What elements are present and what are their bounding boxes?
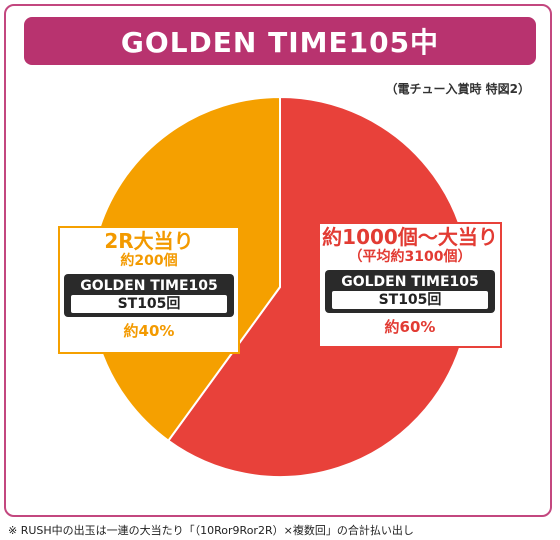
mode-name-2r: GOLDEN TIME105 (80, 278, 218, 294)
slice-percent-big: 約60% (384, 318, 436, 336)
st-count-2r: ST105回 (71, 295, 227, 313)
label-box-2r: 2R大当り 約200個 GOLDEN TIME105 ST105回 約40% (58, 226, 240, 354)
slice-sublabel-big: （平均約3100個） (348, 249, 472, 265)
chart-title: GOLDEN TIME105中 (120, 26, 440, 59)
condition-note: （電チュー入賞時 特図2） (385, 82, 530, 96)
footnote: ※ RUSH中の出玉は一連の大当たり「（10Ror9Ror2R）×複数回」の合計… (8, 524, 414, 537)
mode-badge-big: GOLDEN TIME105 ST105回 (325, 270, 495, 313)
mode-badge-2r: GOLDEN TIME105 ST105回 (64, 274, 234, 317)
slice-label-2r: 2R大当り (104, 229, 194, 253)
slice-label-big: 約1000個〜大当り (322, 225, 498, 249)
label-box-big: 約1000個〜大当り （平均約3100個） GOLDEN TIME105 ST1… (318, 222, 502, 348)
mode-name-big: GOLDEN TIME105 (341, 274, 479, 290)
slice-percent-2r: 約40% (123, 322, 175, 340)
title-bar: GOLDEN TIME105中 (24, 17, 536, 65)
st-count-big: ST105回 (332, 291, 488, 309)
slice-sublabel-2r: 約200個 (120, 253, 178, 269)
